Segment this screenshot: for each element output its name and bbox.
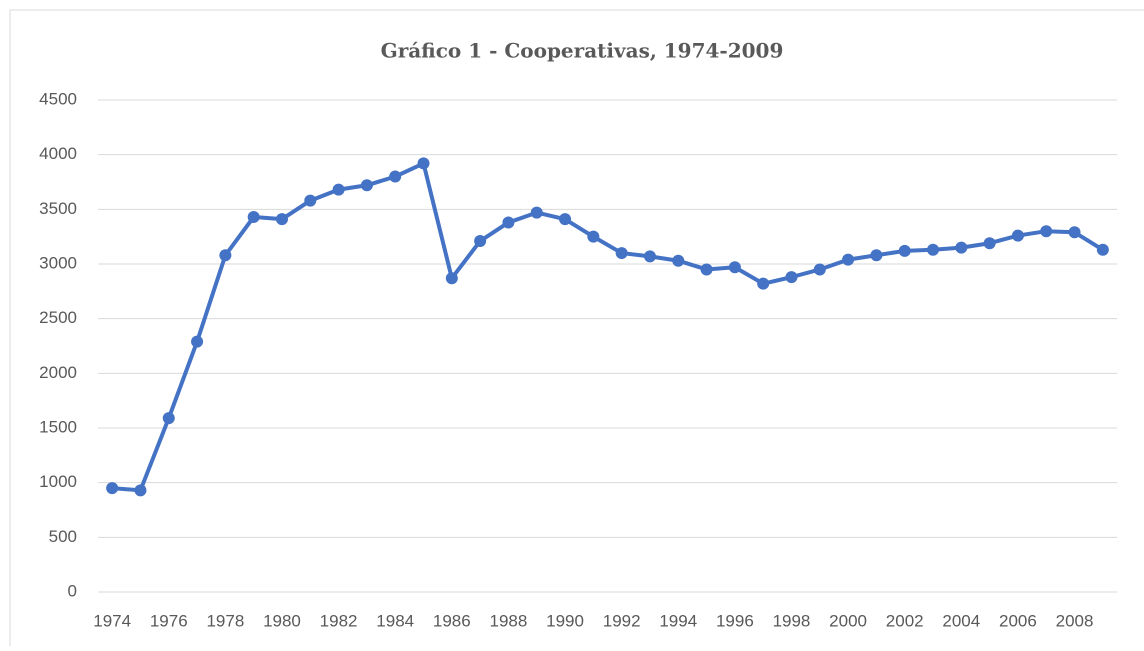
data-point [559, 213, 572, 226]
x-tick-label: 2002 [886, 611, 924, 630]
chart-border [9, 9, 1144, 651]
x-tick-label: 1978 [206, 611, 244, 630]
x-tick-label: 1980 [263, 611, 301, 630]
data-point [955, 241, 968, 254]
data-point [389, 170, 402, 183]
data-point [417, 157, 430, 170]
x-tick-label: 1984 [376, 611, 414, 630]
data-point [927, 243, 940, 256]
x-tick-label: 1990 [546, 611, 584, 630]
x-tick-label: 1994 [659, 611, 697, 630]
data-point [304, 194, 317, 207]
x-tick-label: 1986 [433, 611, 471, 630]
data-point [785, 271, 798, 284]
x-tick-label: 1982 [320, 611, 358, 630]
data-point [275, 213, 288, 226]
data-point [247, 210, 260, 223]
y-tick-label: 3000 [39, 253, 77, 272]
y-tick-label: 1000 [39, 472, 77, 491]
y-tick-label: 2500 [39, 308, 77, 327]
data-point [332, 183, 345, 196]
data-point [813, 263, 826, 276]
y-tick-label: 1500 [39, 417, 77, 436]
data-point [643, 250, 656, 263]
data-point [1068, 226, 1081, 239]
data-point [445, 272, 458, 285]
data-point [530, 206, 543, 219]
x-tick-label: 1992 [603, 611, 641, 630]
data-point [898, 244, 911, 257]
y-tick-label: 4000 [39, 144, 77, 163]
x-tick-label: 2000 [829, 611, 867, 630]
data-point [502, 216, 515, 229]
y-tick-label: 2000 [39, 363, 77, 382]
y-tick-label: 500 [49, 527, 77, 546]
x-tick-label: 2008 [1056, 611, 1094, 630]
x-tick-label: 1976 [150, 611, 188, 630]
data-point [1096, 243, 1109, 256]
data-point [1040, 225, 1053, 238]
x-tick-label: 2004 [942, 611, 980, 630]
y-tick-label: 3500 [39, 199, 77, 218]
data-point [672, 254, 685, 267]
data-point [983, 237, 996, 250]
y-tick-label: 0 [68, 581, 77, 600]
x-tick-label: 1998 [773, 611, 811, 630]
data-point [757, 277, 770, 290]
data-line [111, 161, 1104, 493]
data-point [842, 253, 855, 266]
x-tick-label: 1996 [716, 611, 754, 630]
data-point [587, 230, 600, 243]
data-point [700, 263, 713, 276]
data-point [162, 412, 175, 425]
x-tick-label: 1988 [490, 611, 528, 630]
data-point [134, 484, 147, 497]
chart-title: Gráfico 1 - Cooperativas, 1974-2009 [381, 39, 784, 63]
data-point [191, 335, 204, 348]
data-point [360, 179, 373, 192]
data-point [728, 261, 741, 274]
data-point [1011, 229, 1024, 242]
data-point [219, 249, 232, 262]
data-point [615, 247, 628, 260]
x-tick-label: 2006 [999, 611, 1037, 630]
data-point [474, 235, 487, 248]
x-tick-label: 1974 [93, 611, 131, 630]
y-tick-label: 4500 [39, 89, 77, 108]
data-point [106, 482, 119, 495]
data-point [870, 249, 883, 262]
